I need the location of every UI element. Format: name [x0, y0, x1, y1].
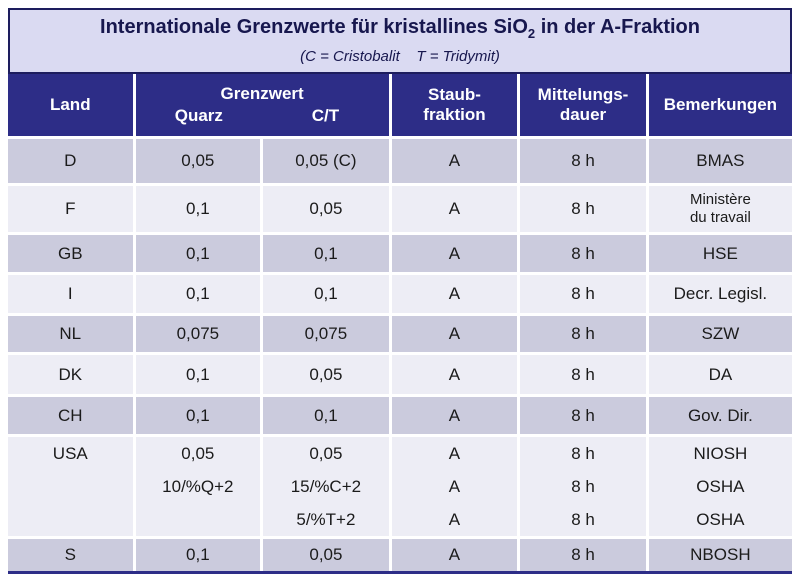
cell-quarz: 0,05: [135, 139, 261, 183]
cell-ct: 0,05 15/%C+2 5/%T+2: [263, 437, 389, 536]
table-row-F: F 0,1 0,05 A 8 h Ministère du travail: [8, 186, 792, 232]
cell-mittelungsdauer: 8 h: [520, 139, 646, 183]
cell-quarz: 0,1: [135, 235, 261, 272]
title-subscript: 2: [527, 26, 536, 41]
cell-mittelungsdauer: 8 h: [520, 355, 646, 394]
table-row-I: I 0,1 0,1 A 8 h Decr. Legisl.: [8, 275, 792, 313]
page-title: Internationale Grenzwerte für kristallin…: [10, 14, 790, 47]
cell-staubfraktion: A: [391, 316, 518, 352]
cell-land: D: [8, 139, 133, 183]
header-mittelungsdauer: Mittelungs- dauer: [520, 74, 646, 136]
page-subtitle: (C = Cristobalit T = Tridymit): [300, 48, 500, 65]
cell-ct: 0,05: [263, 355, 389, 394]
cell-staubfraktion: A A A: [391, 437, 518, 536]
cell-land: GB: [8, 235, 133, 272]
cell-staubfraktion: A: [391, 355, 518, 394]
table-row-NL: NL 0,075 0,075 A 8 h SZW: [8, 316, 792, 352]
cell-staubfraktion: A: [391, 186, 518, 232]
cell-bemerkung: Ministère du travail: [648, 186, 792, 232]
cell-ct: 0,075: [263, 316, 389, 352]
cell-land: NL: [8, 316, 133, 352]
cell-land: CH: [8, 397, 133, 434]
cell-land: S: [8, 539, 133, 571]
cell-land: DK: [8, 355, 133, 394]
cell-bemerkung: HSE: [648, 235, 792, 272]
cell-mittelungsdauer: 8 h: [520, 539, 646, 571]
header-staubfraktion: Staub- fraktion: [391, 74, 518, 136]
cell-ct: 0,1: [263, 275, 389, 313]
table-header-row: Land Grenzwert Quarz C/T Staub- fraktion…: [8, 74, 792, 136]
table-row-GB: GB 0,1 0,1 A 8 h HSE: [8, 235, 792, 272]
cell-staubfraktion: A: [391, 235, 518, 272]
cell-ct: 0,05: [263, 539, 389, 571]
cell-land: I: [8, 275, 133, 313]
cell-ct: 0,05 (C): [263, 139, 389, 183]
cell-ct: 0,1: [263, 235, 389, 272]
header-quarz-label: Quarz: [174, 106, 223, 125]
cell-quarz: 0,1: [135, 186, 261, 232]
title-box: Internationale Grenzwerte für kristallin…: [8, 8, 792, 74]
cell-quarz: 0,1: [135, 397, 261, 434]
header-grenzwert-sublabels: Quarz C/T: [136, 106, 389, 126]
header-grenzwert-group: Grenzwert Quarz C/T: [135, 74, 389, 136]
cell-bemerkung: Decr. Legisl.: [648, 275, 792, 313]
cell-staubfraktion: A: [391, 539, 518, 571]
cell-mittelungsdauer: 8 h: [520, 316, 646, 352]
cell-bemerkung: BMAS: [648, 139, 792, 183]
header-bemerkungen: Bemerkungen: [648, 74, 792, 136]
cell-ct: 0,1: [263, 397, 389, 434]
cell-land: F: [8, 186, 133, 232]
title-text-before-sub: Internationale Grenzwerte für kristallin…: [100, 16, 528, 38]
cell-staubfraktion: A: [391, 397, 518, 434]
cell-bemerkung: Gov. Dir.: [648, 397, 792, 434]
cell-quarz: 0,1: [135, 275, 261, 313]
cell-mittelungsdauer: 8 h: [520, 235, 646, 272]
cell-bemerkung: SZW: [648, 316, 792, 352]
cell-mittelungsdauer: 8 h: [520, 397, 646, 434]
cell-mittelungsdauer: 8 h: [520, 186, 646, 232]
cell-land: USA: [8, 437, 133, 536]
table-row-USA: USA 0,05 10/%Q+2 0,05 15/%C+2 5/%T+2 A A…: [8, 437, 792, 536]
cell-bemerkung: NBOSH: [648, 539, 792, 571]
cell-bemerkung: NIOSH OSHA OSHA: [648, 437, 792, 536]
header-grenzwert-label: Grenzwert: [220, 84, 304, 103]
header-ct-label: C/T: [311, 106, 340, 125]
table-row-CH: CH 0,1 0,1 A 8 h Gov. Dir.: [8, 397, 792, 434]
cell-mittelungsdauer: 8 h 8 h 8 h: [520, 437, 646, 536]
table-row-S: S 0,1 0,05 A 8 h NBOSH: [8, 539, 792, 571]
title-text-after-sub: in der A-Fraktion: [535, 16, 700, 38]
cell-staubfraktion: A: [391, 139, 518, 183]
cell-quarz: 0,05 10/%Q+2: [135, 437, 261, 536]
cell-mittelungsdauer: 8 h: [520, 275, 646, 313]
cell-quarz: 0,1: [135, 539, 261, 571]
cell-ct: 0,05: [263, 186, 389, 232]
table-row-D: D 0,05 0,05 (C) A 8 h BMAS: [8, 139, 792, 183]
cell-quarz: 0,075: [135, 316, 261, 352]
cell-quarz: 0,1: [135, 355, 261, 394]
table-row-DK: DK 0,1 0,05 A 8 h DA: [8, 355, 792, 394]
table-bottom-border: [8, 571, 792, 574]
cell-staubfraktion: A: [391, 275, 518, 313]
cell-bemerkung: DA: [648, 355, 792, 394]
header-land: Land: [8, 74, 133, 136]
